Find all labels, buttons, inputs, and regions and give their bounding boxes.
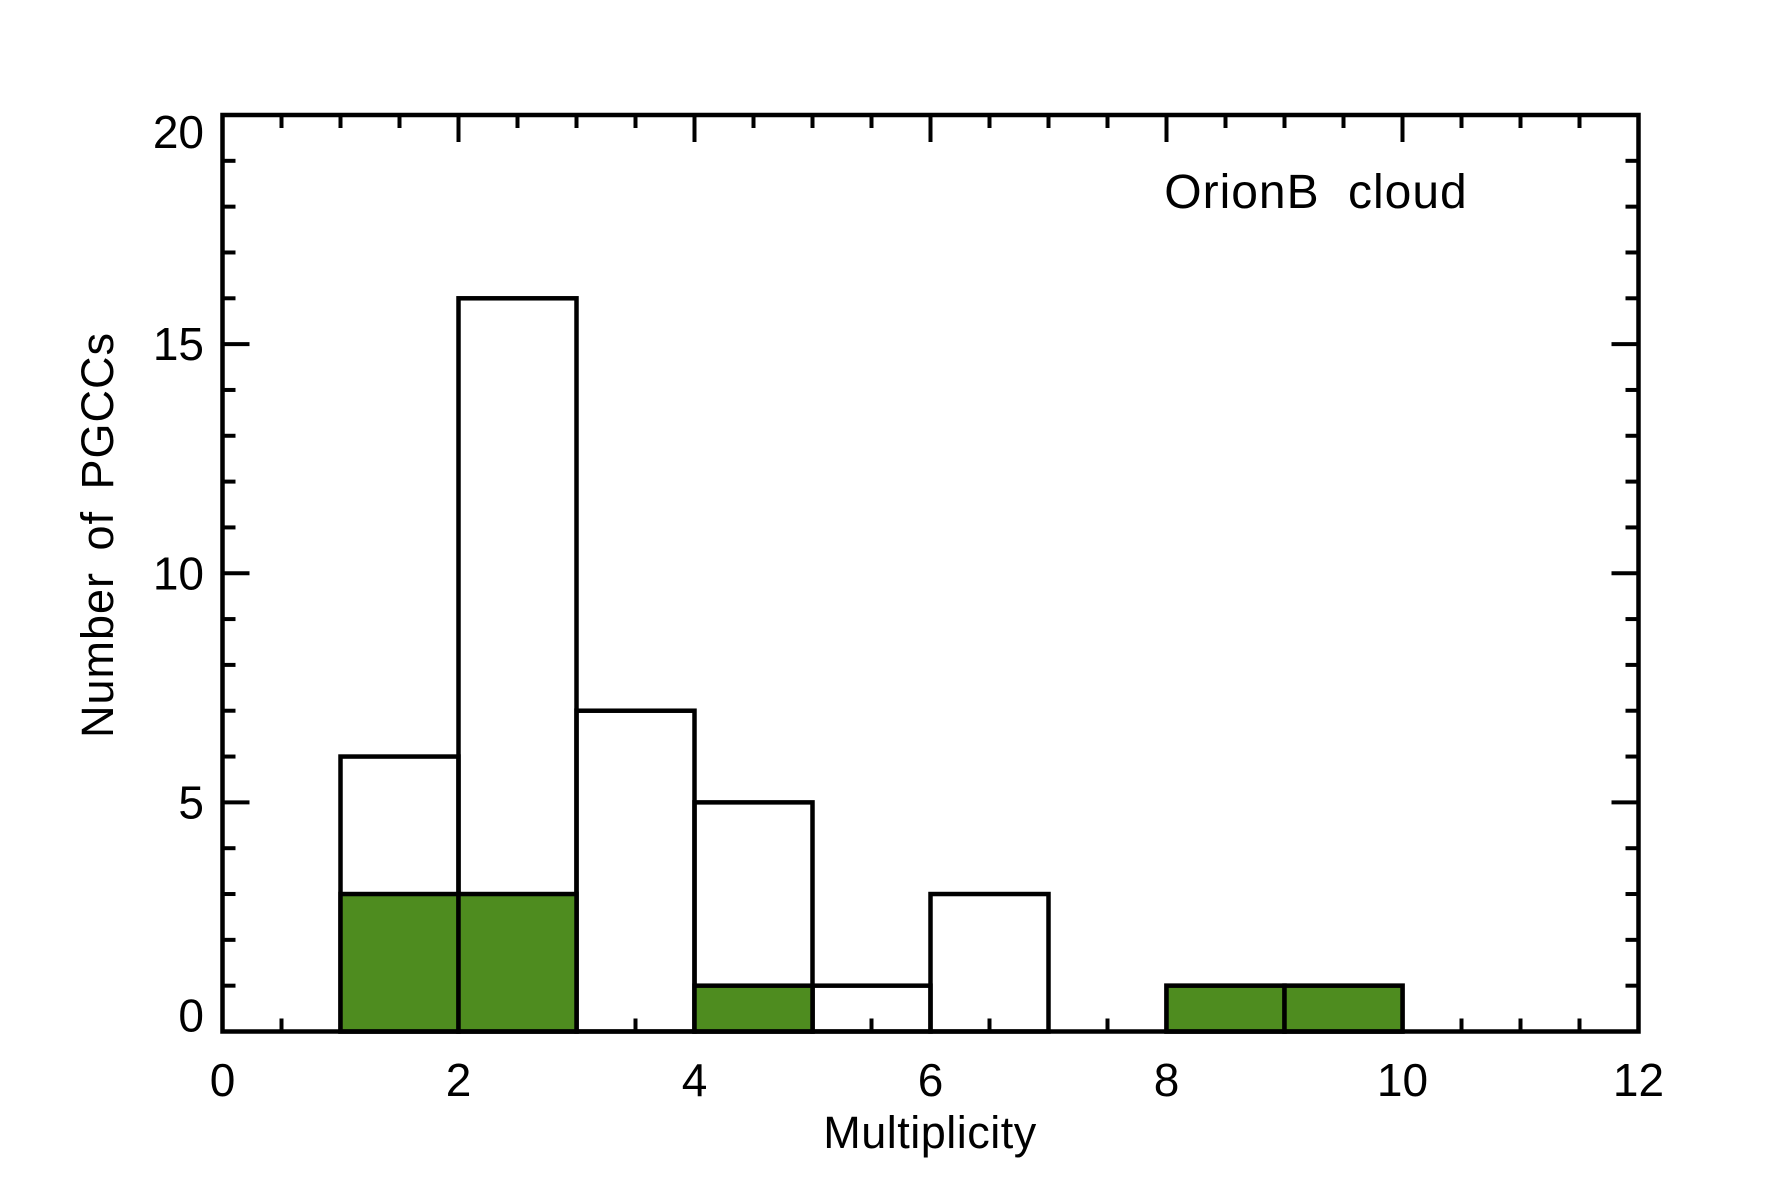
x-tick-label: 8 xyxy=(1154,1054,1180,1106)
y-tick-label: 10 xyxy=(153,547,204,599)
filled-histogram-bar xyxy=(1164,983,1287,1034)
y-tick-label: 0 xyxy=(178,990,204,1042)
y-tick-label: 15 xyxy=(153,318,204,370)
y-tick-label: 20 xyxy=(153,106,204,158)
filled-histogram-bar xyxy=(456,891,579,1034)
open-histogram-bar xyxy=(928,891,1051,1034)
filled-histogram-bar xyxy=(692,983,815,1034)
x-tick-label: 4 xyxy=(682,1054,708,1106)
x-tick-label: 10 xyxy=(1377,1054,1428,1106)
open-histogram-bar xyxy=(574,708,697,1034)
filled-histogram-bar xyxy=(1282,983,1405,1034)
x-tick-label: 6 xyxy=(918,1054,944,1106)
axes-box xyxy=(220,112,1641,1034)
chart-title: OrionB cloud xyxy=(1164,166,1467,219)
y-tick-label: 5 xyxy=(178,776,204,828)
x-axis-label: Multiplicity xyxy=(823,1107,1037,1158)
chart-generated-layer: 0 2 4 6 8 10 12 0 5 10 15 20 xyxy=(153,106,1664,1106)
y-axis-label: Number of PGCCs xyxy=(72,332,123,738)
x-tick-label: 12 xyxy=(1613,1054,1664,1106)
x-tick-label: 2 xyxy=(446,1054,472,1106)
filled-histogram-bar xyxy=(338,891,461,1034)
x-tick-label: 0 xyxy=(210,1054,236,1106)
